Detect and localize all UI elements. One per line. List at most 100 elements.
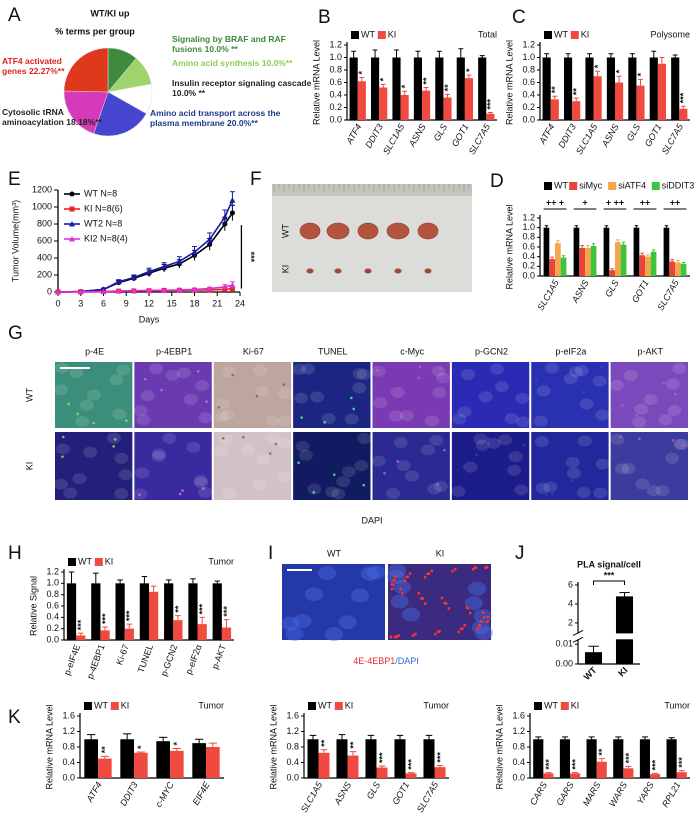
nucleus bbox=[69, 367, 84, 379]
pie-subtitle: % terms per group bbox=[55, 26, 135, 36]
signal bbox=[507, 418, 511, 422]
pla-dot bbox=[403, 579, 407, 583]
signal bbox=[138, 493, 141, 496]
y-tick-label: 0.0 bbox=[46, 634, 59, 644]
signal bbox=[512, 421, 515, 425]
point bbox=[191, 286, 198, 292]
point bbox=[206, 236, 213, 242]
significance: ** bbox=[319, 739, 329, 747]
legend-label: KI2 N=8(4) bbox=[84, 233, 128, 243]
bar bbox=[405, 773, 417, 778]
nucleus bbox=[277, 415, 292, 427]
pla-dot bbox=[393, 635, 397, 639]
nucleus bbox=[304, 587, 323, 602]
nucleus bbox=[140, 390, 155, 402]
error-bar bbox=[117, 579, 123, 584]
bar bbox=[156, 741, 170, 778]
nucleus bbox=[507, 464, 522, 476]
nucleus bbox=[114, 488, 129, 500]
significance: *** bbox=[76, 619, 86, 630]
pla-dot bbox=[399, 587, 403, 591]
annotation: ++ bbox=[670, 197, 681, 207]
nucleus bbox=[535, 482, 550, 494]
pla-dot bbox=[466, 606, 470, 610]
signal bbox=[333, 473, 336, 476]
signal bbox=[352, 407, 356, 411]
bar bbox=[422, 90, 431, 120]
error-bar bbox=[561, 736, 568, 740]
error-bar bbox=[172, 748, 181, 751]
point bbox=[146, 287, 152, 293]
nucleus bbox=[595, 458, 610, 470]
significance: *** bbox=[125, 610, 135, 621]
nucleus bbox=[673, 438, 688, 450]
signal bbox=[221, 436, 225, 440]
x-tick-label: SLC1A5 bbox=[535, 277, 561, 312]
signal bbox=[205, 400, 208, 403]
column-label: c-Myc bbox=[400, 346, 424, 356]
bar bbox=[666, 739, 677, 778]
y-tick-label: 0.6 bbox=[329, 77, 342, 87]
x-tick-label: GOT1 bbox=[630, 278, 651, 304]
nucleus bbox=[565, 456, 580, 468]
bar bbox=[650, 251, 657, 276]
bar bbox=[679, 108, 688, 120]
column-label: p-AKT bbox=[638, 346, 664, 356]
nucleus bbox=[277, 388, 292, 400]
nucleus bbox=[307, 483, 322, 495]
row-label: KI bbox=[280, 265, 290, 274]
nucleus bbox=[635, 478, 650, 490]
chart-subtitle: Tumor bbox=[664, 700, 690, 710]
tumor bbox=[326, 222, 350, 240]
error-bar bbox=[126, 623, 133, 629]
x-tick-label: 15 bbox=[167, 298, 177, 308]
bar bbox=[435, 57, 444, 120]
pla-dot bbox=[436, 630, 440, 634]
nucleus bbox=[404, 470, 419, 482]
nucleus bbox=[114, 452, 129, 464]
nucleus bbox=[162, 432, 177, 444]
bar bbox=[596, 761, 607, 778]
x-tick-label: ATF4 bbox=[344, 122, 364, 146]
y-tick-label: 0.6 bbox=[522, 241, 535, 251]
bar bbox=[555, 243, 561, 276]
significance: ** bbox=[173, 605, 183, 613]
significance: * bbox=[464, 68, 474, 72]
legend-label: WT bbox=[361, 29, 375, 39]
nucleus bbox=[79, 399, 94, 411]
pla-dot bbox=[411, 634, 415, 638]
chart-subtitle: Tumor bbox=[208, 556, 234, 566]
pla-dot bbox=[459, 627, 463, 631]
pla-dot bbox=[481, 611, 485, 615]
nucleus bbox=[214, 411, 229, 423]
error-bar bbox=[394, 49, 399, 58]
nucleus bbox=[632, 416, 647, 428]
y-axis-label: Relative mRNA Level bbox=[311, 40, 321, 125]
error-bar bbox=[102, 626, 108, 631]
error-bar bbox=[425, 734, 433, 740]
bar bbox=[139, 583, 149, 640]
x-tick-label: DDIT3 bbox=[556, 122, 578, 150]
micrograph bbox=[293, 432, 371, 500]
x-tick-label: SLC1A5 bbox=[574, 121, 600, 156]
error-bar bbox=[150, 585, 157, 592]
significance: ** bbox=[348, 741, 358, 749]
error-bar bbox=[604, 225, 609, 228]
nucleus bbox=[338, 615, 357, 630]
error-bar bbox=[93, 572, 99, 584]
nucleus bbox=[331, 488, 346, 500]
point bbox=[221, 214, 228, 220]
pla-dot bbox=[482, 616, 486, 619]
bar bbox=[606, 57, 615, 120]
y-tick-label: 1.0 bbox=[46, 578, 59, 588]
nucleus bbox=[295, 440, 310, 452]
significance: ** bbox=[100, 746, 110, 754]
panel-letter: H bbox=[8, 543, 22, 564]
legend-label: WT bbox=[94, 700, 108, 710]
bar bbox=[572, 101, 581, 120]
nucleus bbox=[615, 463, 630, 475]
value-label: 18.18%** bbox=[66, 117, 102, 127]
y-tick-label: 0.0 bbox=[512, 772, 525, 782]
error-bar bbox=[629, 53, 635, 58]
pla-dot bbox=[391, 583, 395, 587]
